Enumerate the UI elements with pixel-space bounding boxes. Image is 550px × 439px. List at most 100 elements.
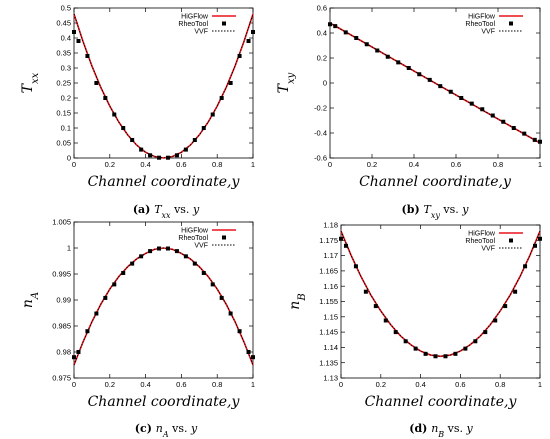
rheotool-marker (493, 318, 498, 323)
caption-text: vs. (171, 203, 193, 216)
rheotool-marker (192, 261, 197, 266)
rheotool-marker (523, 264, 528, 269)
rheotool-marker (538, 139, 542, 144)
rheotool-marker (251, 30, 255, 34)
y-tick-label: 0.2 (317, 54, 327, 63)
panel-caption: (d) nB vs. y (409, 422, 473, 439)
caption-subscript: B (437, 430, 444, 439)
x-tick-label: 0.4 (140, 160, 150, 169)
rheotool-marker (413, 346, 418, 351)
x-tick-label: 0.2 (367, 160, 377, 169)
rheotool-marker (343, 243, 348, 248)
y-tick-label: 0 (67, 154, 71, 163)
y-axis-label-subscript: A (30, 292, 41, 300)
chart-panel-3: 0.975 0.98 0.985 0.99 0.995 1 1.005 0 0.2 0.4 0.6 0… (20, 218, 255, 439)
rheotool-marker (393, 330, 398, 335)
caption-symbol: n (431, 422, 438, 435)
rheotool-marker (72, 355, 76, 360)
legend-label-vvf: VVF (194, 242, 208, 249)
caption-text: vs. (444, 422, 466, 435)
y-axis-label-subscript: xy (286, 72, 297, 84)
legend-label-vvf: VVF (194, 28, 208, 35)
x-tick-label: 0.4 (415, 380, 425, 389)
rheotool-marker (363, 289, 368, 294)
y-tick-label: 0.6 (317, 4, 327, 13)
rheotool-marker (174, 153, 179, 158)
rheotool-marker (532, 137, 537, 142)
y-axis-label: nA (20, 292, 41, 308)
rheotool-marker (219, 295, 224, 300)
rheotool-marker (174, 249, 179, 254)
caption-label: (d) (409, 422, 431, 435)
x-axis-label: Channel coordinate,y (88, 174, 241, 190)
rheotool-marker (503, 304, 508, 309)
legend-swatch-rheotool (222, 21, 226, 26)
y-tick-label: -0.2 (314, 104, 327, 113)
rheotool-marker (538, 236, 542, 241)
caption-subscript: A (162, 430, 169, 439)
caption-label: (b) (402, 203, 424, 216)
x-tick-label: 0 (328, 160, 332, 169)
rheotool-marker (210, 282, 215, 287)
panel-caption: (b) Txy vs. y (402, 203, 470, 220)
rheotool-marker (85, 54, 90, 58)
rheotool-marker (219, 96, 224, 100)
vvf-line (329, 22, 541, 144)
rheotool-marker (139, 147, 144, 152)
x-tick-label: 1 (538, 160, 542, 169)
rheotool-marker (130, 138, 135, 142)
rheotool-marker (76, 350, 81, 354)
rheotool-marker (94, 81, 99, 85)
caption-text: vs. (440, 203, 462, 216)
y-axis-label: Txy (276, 72, 297, 93)
rheotool-marker (72, 30, 76, 34)
y-tick-label: -0.4 (314, 129, 327, 138)
x-tick-label: 0.2 (105, 380, 115, 389)
y-tick-label: 0.3 (61, 64, 71, 73)
rheotool-marker (112, 282, 117, 287)
y-tick-label: 0.4 (61, 34, 71, 43)
rheotool-marker (201, 270, 206, 275)
y-tick-label: 0.99 (56, 296, 71, 305)
rheotool-marker (228, 311, 233, 316)
x-tick-label: 0.8 (212, 160, 222, 169)
rheotool-marker (403, 339, 408, 344)
legend-label-vvf: VVF (481, 245, 495, 252)
caption-variable: y (466, 422, 474, 435)
x-tick-label: 0.8 (212, 380, 222, 389)
x-tick-label: 1 (538, 380, 542, 389)
caption-subscript: xx (162, 211, 172, 220)
rheotool-marker (533, 243, 538, 248)
y-tick-label: 0.35 (56, 49, 71, 58)
rheotool-marker (339, 236, 343, 241)
rheotool-marker (148, 153, 153, 158)
y-tick-label: 1.145 (319, 328, 338, 337)
legend-label-rheotool: RheoTool (465, 21, 495, 28)
rheotool-marker (228, 81, 233, 85)
x-tick-label: 1 (251, 160, 255, 169)
legend-label-rheotool: RheoTool (178, 21, 208, 28)
rheotool-marker (76, 39, 81, 43)
rheotool-marker (483, 330, 488, 335)
x-tick-label: 1 (251, 380, 255, 389)
y-tick-label: -0.6 (314, 154, 327, 163)
rheotool-marker (480, 107, 485, 112)
x-tick-label: 0.2 (105, 160, 115, 169)
rheotool-marker (130, 261, 135, 266)
caption-variable: y (461, 203, 469, 216)
caption-symbol: n (156, 422, 163, 435)
rheotool-marker (246, 39, 251, 43)
legend-label-higflow: HiGFlow (181, 227, 209, 234)
rheotool-marker (473, 339, 478, 344)
higflow-line (340, 230, 541, 358)
rheotool-marker (210, 112, 215, 117)
x-tick-label: 0.6 (176, 160, 186, 169)
rheotool-marker (121, 270, 126, 275)
higflow-line (73, 13, 254, 159)
rheotool-marker (103, 96, 108, 100)
y-axis-label-subscript: B (297, 293, 308, 301)
x-axis-label: Channel coordinate,y (88, 394, 241, 410)
rheotool-marker (513, 289, 518, 294)
y-tick-label: 0.25 (56, 79, 71, 88)
